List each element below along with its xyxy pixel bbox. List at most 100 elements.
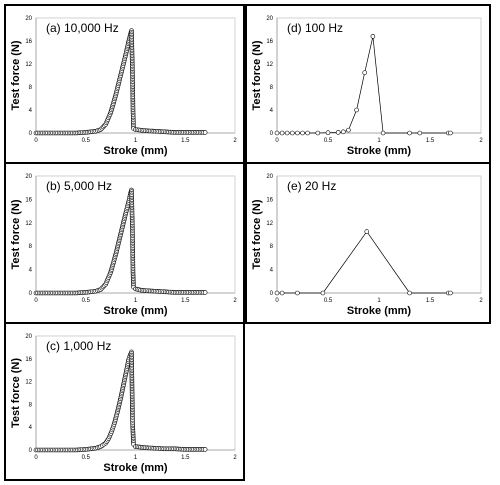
y-tick-label: 8: [29, 85, 33, 91]
chart-svg: 0 4 8 12 16 20 0 0.5 1 1.5 2 (b) 5,000 Hz Stroke (mm…: [10, 174, 237, 317]
x-tick-label: 1: [377, 298, 381, 304]
x-tick-label: 1.5: [181, 138, 190, 144]
x-axis-label: Stroke (mm): [103, 305, 168, 317]
data-point: [417, 130, 423, 136]
x-tick-label: 1.5: [426, 138, 435, 144]
y-tick-label: 0: [29, 291, 33, 297]
data-point: [274, 290, 280, 296]
data-point: [407, 290, 412, 296]
chart-svg: 0 4 8 12 16 20 0 0.5 1 1.5 2 (d) 100 Hz Stroke (mm) T…: [251, 16, 483, 157]
y-tick-label: 4: [29, 108, 33, 114]
y-tick-label: 8: [270, 244, 274, 250]
x-tick-label: 0: [34, 138, 38, 144]
y-tick-label: 16: [266, 197, 273, 203]
x-tick-label: 0.5: [82, 138, 91, 144]
data-point: [284, 130, 290, 136]
plot-frame: [276, 17, 482, 134]
plot-frame: [276, 175, 482, 294]
y-axis-label: Test force (N): [251, 40, 263, 110]
data-point: [300, 130, 305, 136]
data-point: [305, 130, 310, 136]
data-point: [315, 130, 321, 136]
y-tick-label: 12: [25, 62, 32, 68]
data-point: [370, 34, 376, 39]
y-tick-label: 8: [29, 402, 33, 408]
y-axis-label: Test force (N): [10, 199, 22, 269]
x-tick-label: 2: [233, 138, 237, 144]
x-tick-label: 0: [34, 298, 38, 304]
x-tick-label: 0.5: [324, 138, 333, 144]
x-tick-label: 0: [34, 455, 38, 461]
chart-svg: 0 4 8 12 16 20 0 0.5 1 1.5 2 (c) 1,000 Hz Stroke (mm…: [10, 334, 237, 474]
x-tick-label: 0: [275, 298, 279, 304]
y-tick-label: 8: [29, 244, 33, 250]
chart-title: (c) 1,000 Hz: [46, 339, 111, 353]
x-axis-label: Stroke (mm): [103, 145, 168, 157]
series-line: [277, 230, 451, 294]
y-tick-label: 20: [266, 16, 273, 22]
data-point: [325, 130, 331, 136]
data-point: [274, 130, 280, 136]
data-point: [279, 130, 285, 136]
y-tick-label: 0: [270, 291, 274, 297]
y-tick-label: 12: [266, 221, 273, 227]
chart-panel-d: 0 4 8 12 16 20 0 0.5 1 1.5 2 (d) 100 Hz Stroke (mm) T…: [245, 4, 491, 164]
data-point: [354, 107, 359, 113]
y-axis-label: Test force (N): [251, 199, 263, 269]
y-axis-label: Test force (N): [10, 358, 22, 428]
data-point: [364, 229, 370, 234]
y-tick-label: 12: [25, 221, 32, 227]
data-point: [335, 130, 341, 135]
y-tick-label: 12: [266, 62, 273, 68]
data-point: [295, 290, 300, 296]
data-point: [320, 290, 326, 296]
series-line: [277, 36, 451, 134]
x-tick-label: 2: [233, 455, 237, 461]
x-tick-label: 1: [134, 138, 138, 144]
chart-panel-b: 0 4 8 12 16 20 0 0.5 1 1.5 2 (b) 5,000 Hz Stroke (mm…: [4, 162, 245, 324]
chart-title: (e) 20 Hz: [287, 179, 336, 193]
y-tick-label: 0: [29, 448, 33, 454]
y-tick-label: 16: [25, 197, 32, 203]
plot-frame: [35, 175, 236, 294]
x-axis-label: Stroke (mm): [347, 145, 412, 157]
chart-svg: 0 4 8 12 16 20 0 0.5 1 1.5 2 (e) 20 Hz Stroke (mm) Te…: [251, 174, 483, 317]
y-tick-label: 16: [266, 39, 273, 45]
y-tick-label: 20: [25, 334, 32, 340]
y-tick-label: 16: [25, 357, 32, 363]
chart-panel-c: 0 4 8 12 16 20 0 0.5 1 1.5 2 (c) 1,000 Hz Stroke (mm…: [4, 322, 245, 481]
x-axis-label: Stroke (mm): [347, 305, 412, 317]
data-point: [448, 290, 453, 296]
y-tick-label: 0: [270, 131, 274, 137]
x-tick-label: 0.5: [82, 298, 91, 304]
data-point: [289, 130, 295, 136]
x-tick-label: 0.5: [82, 455, 91, 461]
x-axis-label: Stroke (mm): [103, 462, 168, 474]
data-point: [279, 290, 285, 296]
data-point: [202, 447, 208, 452]
y-tick-label: 20: [25, 16, 32, 22]
x-tick-label: 0: [275, 138, 279, 144]
data-point: [448, 130, 453, 136]
y-tick-label: 4: [270, 108, 274, 114]
data-point: [407, 130, 412, 136]
y-tick-label: 4: [270, 268, 274, 274]
x-tick-label: 1.5: [426, 298, 435, 304]
y-tick-label: 0: [29, 131, 33, 137]
x-tick-label: 1.5: [181, 455, 190, 461]
x-tick-label: 2: [233, 298, 237, 304]
data-point: [346, 127, 351, 133]
y-axis-label: Test force (N): [10, 40, 22, 110]
x-tick-label: 1: [134, 298, 138, 304]
chart-svg: 0 4 8 12 16 20 0 0.5 1 1.5 2 (a) 10,000 Hz Stroke (m…: [10, 16, 237, 157]
chart-title: (a) 10,000 Hz: [46, 21, 119, 35]
x-tick-label: 2: [479, 298, 483, 304]
x-tick-label: 1.5: [181, 298, 190, 304]
data-point: [341, 129, 346, 135]
data-point: [362, 70, 368, 75]
y-tick-label: 4: [29, 425, 33, 431]
x-tick-label: 1: [134, 455, 138, 461]
x-tick-label: 0.5: [324, 298, 333, 304]
y-tick-label: 8: [270, 85, 274, 91]
y-tick-label: 4: [29, 268, 33, 274]
